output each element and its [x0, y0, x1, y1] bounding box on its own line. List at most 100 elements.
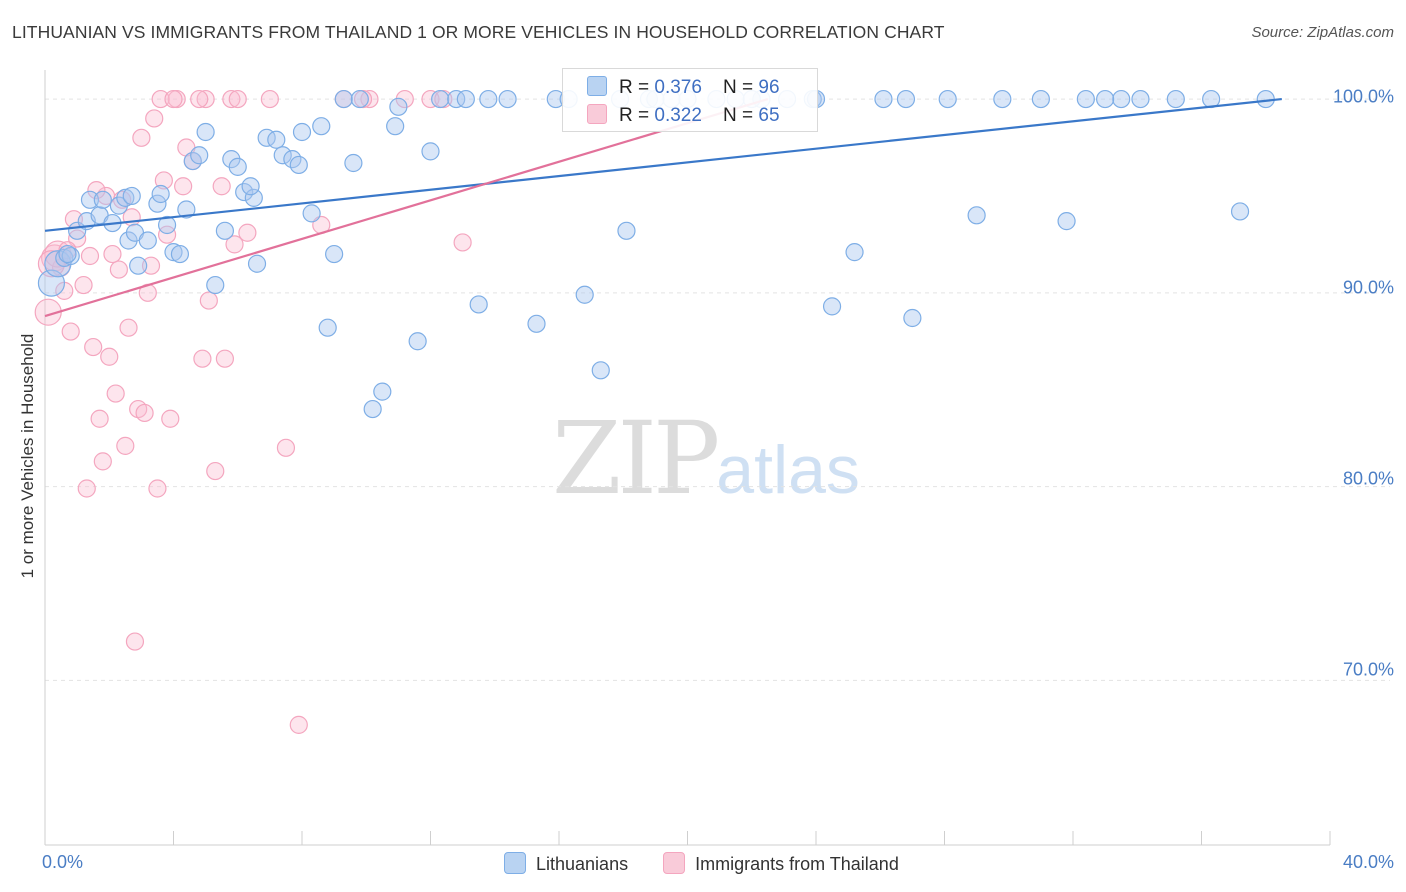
y-tick-label: 90.0% — [1342, 277, 1394, 298]
point-lithuanians — [289, 155, 308, 175]
source-label: Source: ZipAtlas.com — [1251, 24, 1394, 41]
point-thailand — [132, 128, 151, 147]
point-thailand — [90, 409, 109, 428]
point-thailand — [141, 256, 161, 275]
point-lithuanians — [617, 221, 636, 240]
point-lithuanians — [1096, 89, 1115, 109]
legend-row-lithuanians: R = 0.376 N = 96 — [587, 76, 780, 99]
point-thailand — [228, 89, 247, 109]
point-lithuanians — [129, 256, 148, 275]
x-tick-label: 40.0% — [1342, 852, 1394, 872]
watermark: ZIPatlas — [552, 400, 860, 517]
point-thailand — [154, 171, 173, 190]
point-lithuanians — [334, 89, 353, 109]
point-lithuanians — [591, 361, 610, 380]
legend-n-label: N = — [723, 105, 759, 126]
point-lithuanians — [1076, 89, 1095, 109]
bottom-legend-lithuanians[interactable]: Lithuanians — [504, 852, 628, 875]
point-thailand — [212, 177, 231, 196]
point-thailand — [100, 347, 119, 366]
point-lithuanians — [228, 157, 247, 176]
point-lithuanians — [1131, 89, 1150, 109]
legend: R = 0.376 N = 96 R = 0.322 N = 65 — [562, 68, 818, 132]
legend-n-value: 65 — [758, 105, 780, 126]
x-tick-label: 0.0% — [42, 852, 84, 872]
point-lithuanians — [58, 244, 77, 264]
point-lithuanians — [363, 399, 382, 419]
point-lithuanians — [447, 89, 466, 109]
axes — [44, 70, 1331, 846]
point-lithuanians — [456, 89, 475, 109]
legend-swatch-blue — [504, 852, 526, 874]
point-lithuanians — [845, 243, 864, 262]
series-thailand-points — [34, 89, 472, 734]
point-lithuanians — [822, 297, 842, 316]
point-lithuanians — [1031, 89, 1050, 109]
point-thailand — [74, 275, 93, 295]
point-thailand — [125, 632, 145, 651]
legend-n-value: 96 — [758, 77, 780, 98]
legend-swatch-pink — [587, 104, 607, 124]
legend-swatch-blue — [587, 76, 607, 96]
point-lithuanians — [350, 89, 369, 109]
point-thailand — [190, 89, 209, 109]
point-lithuanians — [408, 332, 427, 351]
trend-line-thailand — [44, 98, 769, 318]
legend-swatch-pink — [663, 852, 686, 874]
point-lithuanians — [206, 275, 225, 295]
legend-n-label: N = — [723, 77, 759, 98]
point-thailand — [421, 89, 440, 109]
point-thailand — [164, 89, 183, 109]
y-tick-label: 100.0% — [1332, 86, 1394, 107]
point-thailand — [206, 461, 225, 481]
point-lithuanians — [312, 117, 331, 136]
point-lithuanians — [993, 89, 1012, 109]
point-thailand — [61, 322, 80, 341]
point-lithuanians — [431, 89, 450, 109]
point-lithuanians — [344, 153, 363, 173]
point-thailand — [148, 479, 167, 498]
point-lithuanians — [122, 186, 141, 206]
point-thailand — [157, 225, 177, 244]
y-tick-label: 70.0% — [1342, 659, 1394, 680]
point-lithuanians — [170, 244, 190, 264]
point-lithuanians — [1112, 89, 1131, 109]
legend-row-thailand: R = 0.322 N = 65 — [587, 104, 780, 127]
point-lithuanians — [138, 231, 157, 250]
point-thailand — [453, 233, 472, 252]
point-lithuanians — [302, 204, 321, 223]
point-thailand — [215, 349, 234, 368]
point-thailand — [360, 89, 379, 109]
point-lithuanians — [421, 142, 440, 161]
point-lithuanians — [1166, 89, 1185, 109]
point-lithuanians — [164, 243, 183, 262]
point-lithuanians — [292, 122, 312, 142]
bottom-legend-thailand[interactable]: Immigrants from Thailand — [663, 852, 899, 875]
point-thailand — [151, 89, 170, 109]
point-thailand — [276, 438, 296, 457]
point-thailand — [68, 229, 87, 248]
point-lithuanians — [1057, 212, 1076, 231]
point-thailand — [84, 337, 103, 357]
point-lithuanians — [1230, 202, 1250, 221]
watermark-atlas: atlas — [716, 432, 860, 508]
point-thailand — [77, 479, 96, 498]
watermark-zip: ZIP — [552, 400, 720, 517]
point-lithuanians — [575, 285, 594, 304]
point-lithuanians — [241, 177, 260, 196]
point-lithuanians — [80, 190, 100, 209]
bottom-legend-label: Immigrants from Thailand — [695, 854, 899, 874]
point-thailand — [238, 223, 257, 242]
point-lithuanians — [93, 190, 112, 209]
series-lithuanians-points — [37, 89, 1275, 419]
point-lithuanians — [318, 318, 337, 337]
point-lithuanians — [247, 254, 267, 273]
legend-r-value: 0.376 — [654, 77, 702, 98]
point-lithuanians — [498, 89, 517, 109]
point-lithuanians — [938, 89, 957, 109]
point-lithuanians — [325, 244, 344, 264]
point-thailand — [174, 177, 193, 196]
point-lithuanians — [116, 188, 135, 207]
point-thailand — [116, 436, 135, 455]
